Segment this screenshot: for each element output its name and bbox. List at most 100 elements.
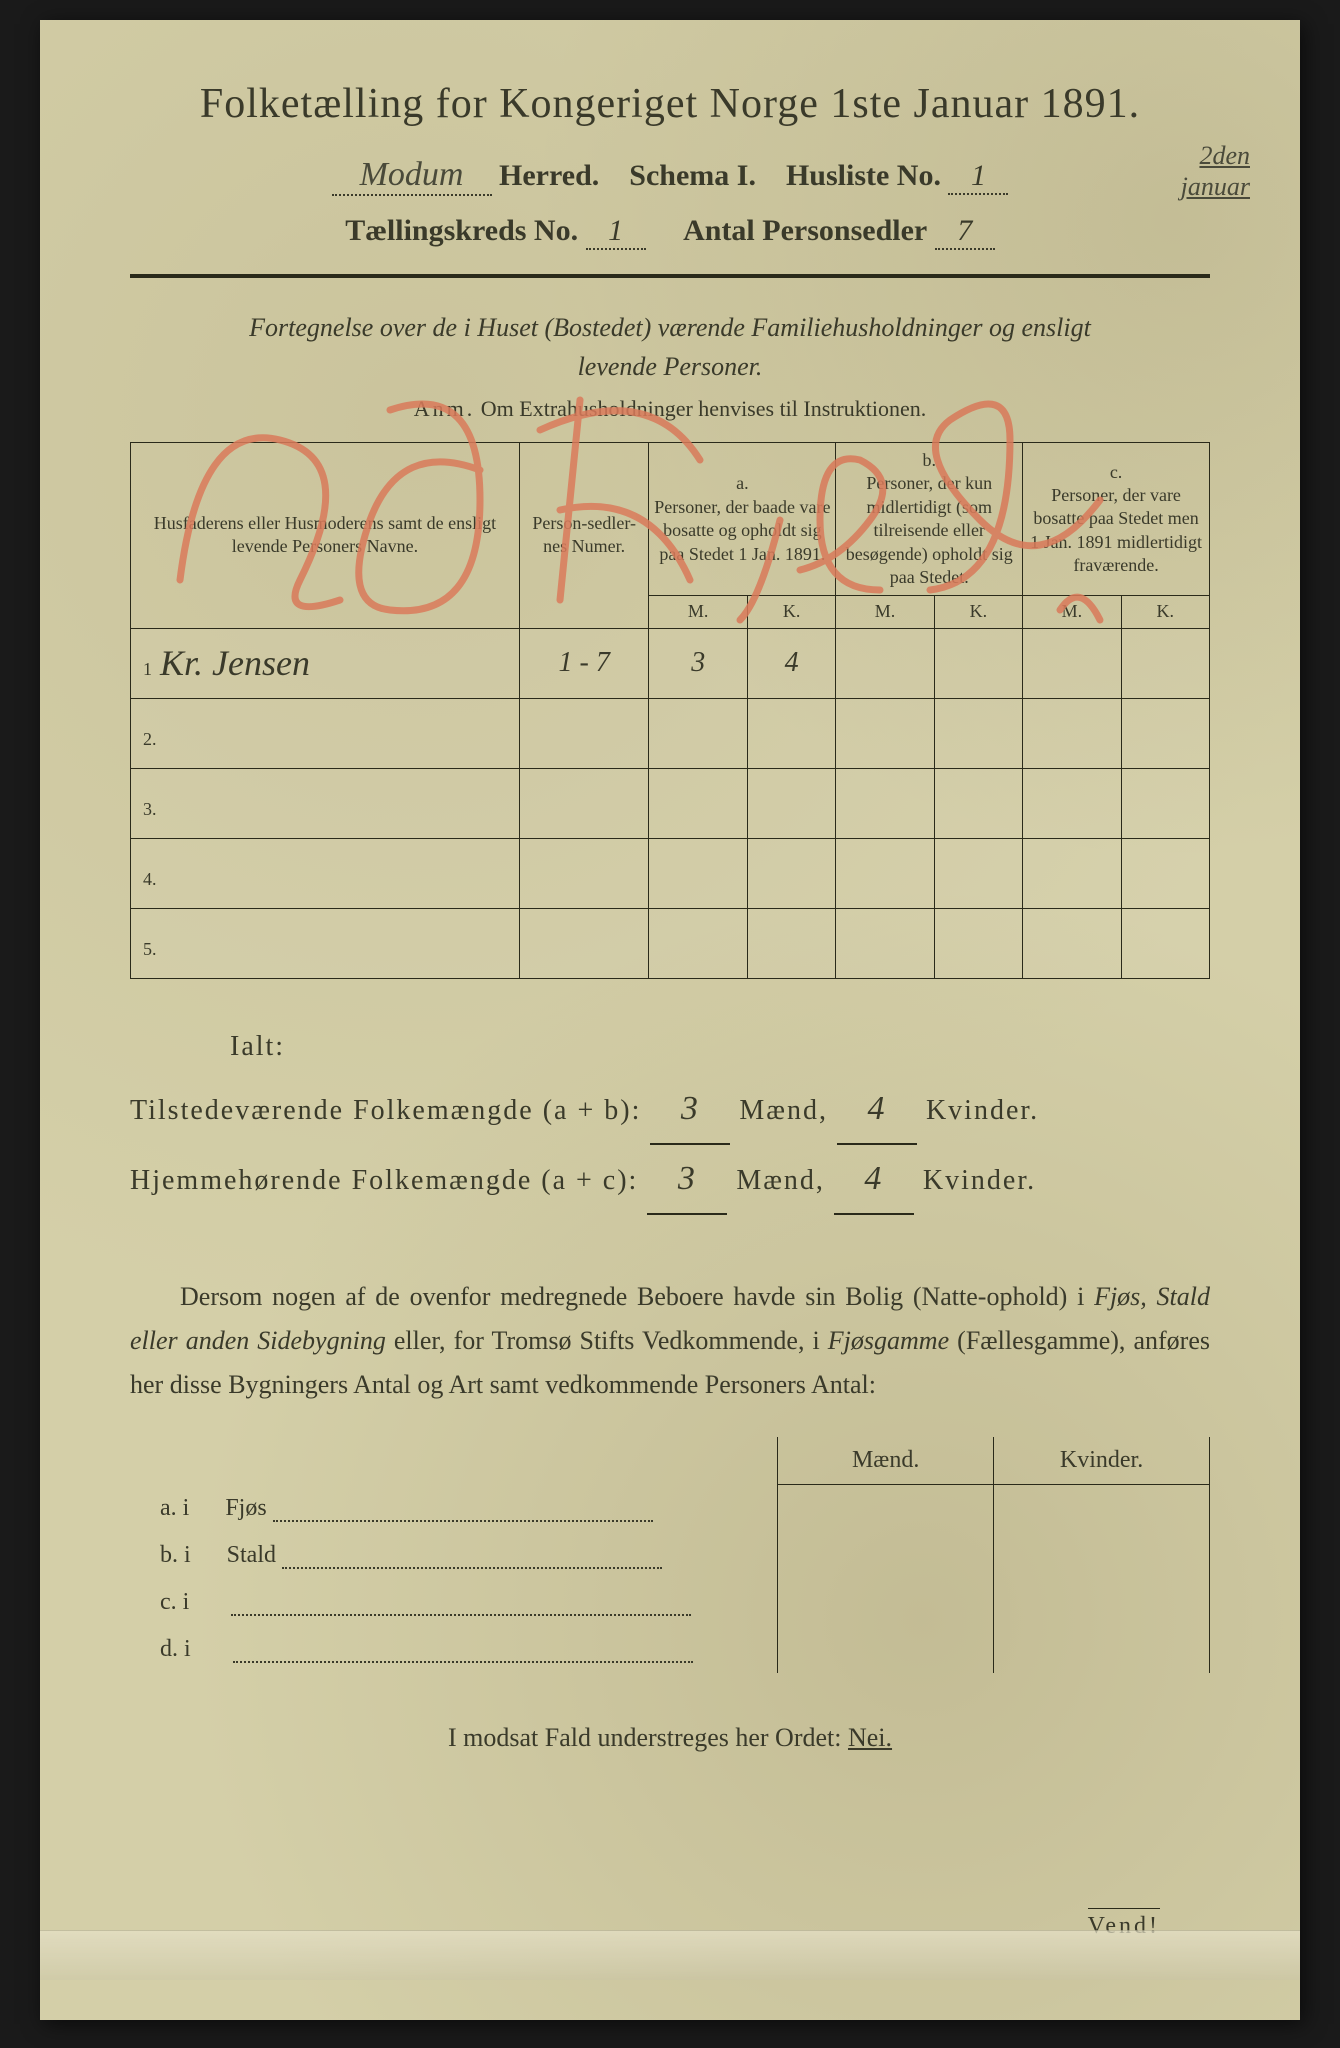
summary-line2-label: Hjemmehørende Folkemængde (a + c): xyxy=(130,1165,638,1196)
summary-line-2: Hjemmehørende Folkemængde (a + c): 3 Mæn… xyxy=(130,1145,1210,1215)
row-c-k xyxy=(1121,838,1209,908)
herred-line: Modum Herred. Schema I. Husliste No. 1 xyxy=(130,156,1210,196)
summary-kvinder-2: Kvinder. xyxy=(923,1165,1036,1196)
personsedler-label: Antal Personsedler xyxy=(683,214,927,247)
col-a-m: M. xyxy=(649,596,747,628)
buildings-row-k xyxy=(994,1485,1210,1532)
table-row: 3. xyxy=(131,768,1210,838)
divider-rule xyxy=(130,274,1210,278)
explanatory-paragraph: Dersom nogen af de ovenfor medregnede Be… xyxy=(130,1275,1210,1408)
buildings-row: b. i Stald xyxy=(130,1532,1210,1579)
row-b-k xyxy=(934,768,1022,838)
row-b-k xyxy=(934,698,1022,768)
buildings-row-label: a. i Fjøs xyxy=(130,1485,778,1532)
row-a-m xyxy=(649,768,747,838)
buildings-row-m xyxy=(778,1579,994,1626)
col-b-text: Personer, der kun midlertidigt (som tilr… xyxy=(840,472,1018,589)
row-num-cell xyxy=(519,838,649,908)
col-c-m: M. xyxy=(1023,596,1121,628)
buildings-table: Mænd. Kvinder. a. i Fjøs b. i Stald c. i… xyxy=(130,1437,1210,1673)
col-header-number: Person-sedler-nes Numer. xyxy=(519,443,649,629)
summary-line-1: Tilstedeværende Folkemængde (a + b): 3 M… xyxy=(130,1075,1210,1145)
buildings-row-m xyxy=(778,1485,994,1532)
row-num-cell xyxy=(519,908,649,978)
buildings-row: a. i Fjøs xyxy=(130,1485,1210,1532)
buildings-row-m xyxy=(778,1532,994,1579)
col-b-k: K. xyxy=(934,596,1022,628)
husliste-no: 1 xyxy=(948,159,1008,195)
row-a-m xyxy=(649,908,747,978)
buildings-row-k xyxy=(994,1532,1210,1579)
col-a-label: a. xyxy=(653,472,831,495)
row-c-m xyxy=(1023,628,1121,698)
buildings-row-label: c. i xyxy=(130,1579,778,1626)
col-header-a: a. Personer, der baade vare bosatte og o… xyxy=(649,443,836,596)
table-row: 5. xyxy=(131,908,1210,978)
section-heading-line2: levende Personer. xyxy=(578,352,763,381)
row-num-cell xyxy=(519,698,649,768)
row-a-k xyxy=(747,908,835,978)
summary-kvinder-1: Kvinder. xyxy=(926,1095,1039,1126)
col-a-k: K. xyxy=(747,596,835,628)
col-a-text: Personer, der baade vare bosatte og opho… xyxy=(653,496,831,566)
row-c-m xyxy=(1023,698,1121,768)
row-b-m xyxy=(836,698,934,768)
row-name-cell: 3. xyxy=(131,768,520,838)
schema-label: Schema I. xyxy=(629,159,756,192)
row-c-k xyxy=(1121,768,1209,838)
paper-tear xyxy=(40,1930,1300,1980)
anm-label: Anm. xyxy=(414,396,476,421)
summary-line1-m: 3 xyxy=(650,1075,730,1145)
col-b-label: b. xyxy=(840,449,1018,472)
kreds-no: 1 xyxy=(586,214,646,250)
col-b-m: M. xyxy=(836,596,934,628)
summary-line1-label: Tilstedeværende Folkemængde (a + b): xyxy=(130,1095,641,1126)
herred-value: Modum xyxy=(332,156,492,196)
summary-maend-2: Mænd, xyxy=(736,1165,825,1196)
col-header-name: Husfaderens eller Husmoderens samt de en… xyxy=(131,443,520,629)
buildings-row: d. i xyxy=(130,1626,1210,1673)
row-name-cell: 2. xyxy=(131,698,520,768)
row-num-cell: 1 - 7 xyxy=(519,628,649,698)
nei-word: Nei. xyxy=(848,1723,892,1752)
herred-label: Herred. xyxy=(499,159,599,192)
buildings-row-k xyxy=(994,1579,1210,1626)
col-c-label: c. xyxy=(1027,461,1205,484)
row-b-k xyxy=(934,908,1022,978)
row-c-m xyxy=(1023,908,1121,978)
row-a-k: 4 xyxy=(747,628,835,698)
para-text-1: Dersom nogen af de ovenfor medregnede Be… xyxy=(180,1282,1094,1311)
row-a-m: 3 xyxy=(649,628,747,698)
summary-ialt: Ialt: xyxy=(130,1019,1210,1075)
row-b-k xyxy=(934,628,1022,698)
buildings-row-label: d. i xyxy=(130,1626,778,1673)
table-row: 4. xyxy=(131,838,1210,908)
nei-text: I modsat Fald understreges her Ordet: xyxy=(448,1723,848,1752)
bt-head-maend: Mænd. xyxy=(778,1437,994,1485)
row-c-k xyxy=(1121,908,1209,978)
col-header-c: c. Personer, der vare bosatte paa Stedet… xyxy=(1023,443,1210,596)
form-title: Folketælling for Kongeriget Norge 1ste J… xyxy=(130,80,1210,128)
summary-maend-1: Mænd, xyxy=(739,1095,828,1126)
summary-line1-k: 4 xyxy=(837,1075,917,1145)
husliste-label: Husliste No. xyxy=(786,159,941,192)
row-b-m xyxy=(836,838,934,908)
para-text-2: eller, for Tromsø Stifts Vedkommende, i xyxy=(386,1326,828,1355)
household-table: Husfaderens eller Husmoderens samt de en… xyxy=(130,442,1210,979)
anm-text: Om Extrahusholdninger henvises til Instr… xyxy=(481,396,926,421)
row-a-m xyxy=(649,698,747,768)
col-header-b: b. Personer, der kun midlertidigt (som t… xyxy=(836,443,1023,596)
row-num-cell xyxy=(519,768,649,838)
row-a-k xyxy=(747,838,835,908)
anm-line: Anm. Om Extrahusholdninger henvises til … xyxy=(130,396,1210,422)
buildings-row: c. i xyxy=(130,1579,1210,1626)
table-row: 2. xyxy=(131,698,1210,768)
census-form-paper: 2den januar Folketælling for Kongeriget … xyxy=(40,20,1300,2020)
row-b-m xyxy=(836,768,934,838)
row-name-cell: 4. xyxy=(131,838,520,908)
section-heading-line1: Fortegnelse over de i Huset (Bostedet) v… xyxy=(249,313,1091,342)
summary-block: Ialt: Tilstedeværende Folkemængde (a + b… xyxy=(130,1019,1210,1215)
personsedler-value: 7 xyxy=(935,214,995,250)
col-c-k: K. xyxy=(1121,596,1209,628)
row-b-m xyxy=(836,908,934,978)
